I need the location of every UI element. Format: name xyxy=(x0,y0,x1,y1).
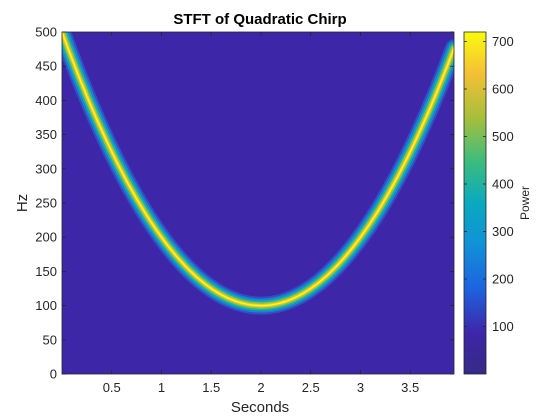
y-tick-label: 350 xyxy=(35,127,57,142)
x-tick-label: 1.5 xyxy=(202,380,220,395)
y-tick-label: 200 xyxy=(35,230,57,245)
colorbar-tick-label: 600 xyxy=(492,82,514,97)
y-axis: 0 50 100 150 200 250 300 350 400 450 500 xyxy=(35,25,454,382)
y-tick-label: 250 xyxy=(35,196,57,211)
x-tick-label: 3 xyxy=(357,380,364,395)
colorbar-tick-label: 500 xyxy=(492,129,514,144)
y-tick-label: 450 xyxy=(35,59,57,74)
y-tick-label: 500 xyxy=(35,25,57,40)
y-axis-label: Hz xyxy=(14,194,31,212)
x-axis-label: Seconds xyxy=(231,399,289,416)
y-tick-label: 150 xyxy=(35,264,57,279)
x-tick-label: 2 xyxy=(257,380,264,395)
colorbar-tick-label: 200 xyxy=(492,272,514,287)
colorbar-tick-label: 100 xyxy=(492,319,514,334)
y-tick-label: 0 xyxy=(50,367,57,382)
chart-title: STFT of Quadratic Chirp xyxy=(173,11,346,28)
x-tick-label: 3.5 xyxy=(401,380,419,395)
y-tick-label: 300 xyxy=(35,161,57,176)
y-tick-label: 100 xyxy=(35,298,57,313)
colorbar xyxy=(463,31,487,375)
plot-background xyxy=(62,32,454,374)
colorbar-tick-label: 700 xyxy=(492,34,514,49)
colorbar-tick-label: 400 xyxy=(492,177,514,192)
ridge-band-5 xyxy=(62,32,454,307)
x-tick-label: 1 xyxy=(158,380,165,395)
x-tick-label: 2.5 xyxy=(302,380,320,395)
colorbar-axis: 100 200 300 400 500 600 700 xyxy=(464,34,514,334)
y-tick-label: 400 xyxy=(35,93,57,108)
ridge-layer xyxy=(62,32,454,315)
colorbar-tick-label: 300 xyxy=(492,224,514,239)
y-tick-label: 50 xyxy=(43,332,57,347)
x-axis: 0.5 1 1.5 2 2.5 3 3.5 xyxy=(103,32,419,395)
colorbar-label: Power xyxy=(518,186,532,220)
x-tick-label: 0.5 xyxy=(103,380,121,395)
